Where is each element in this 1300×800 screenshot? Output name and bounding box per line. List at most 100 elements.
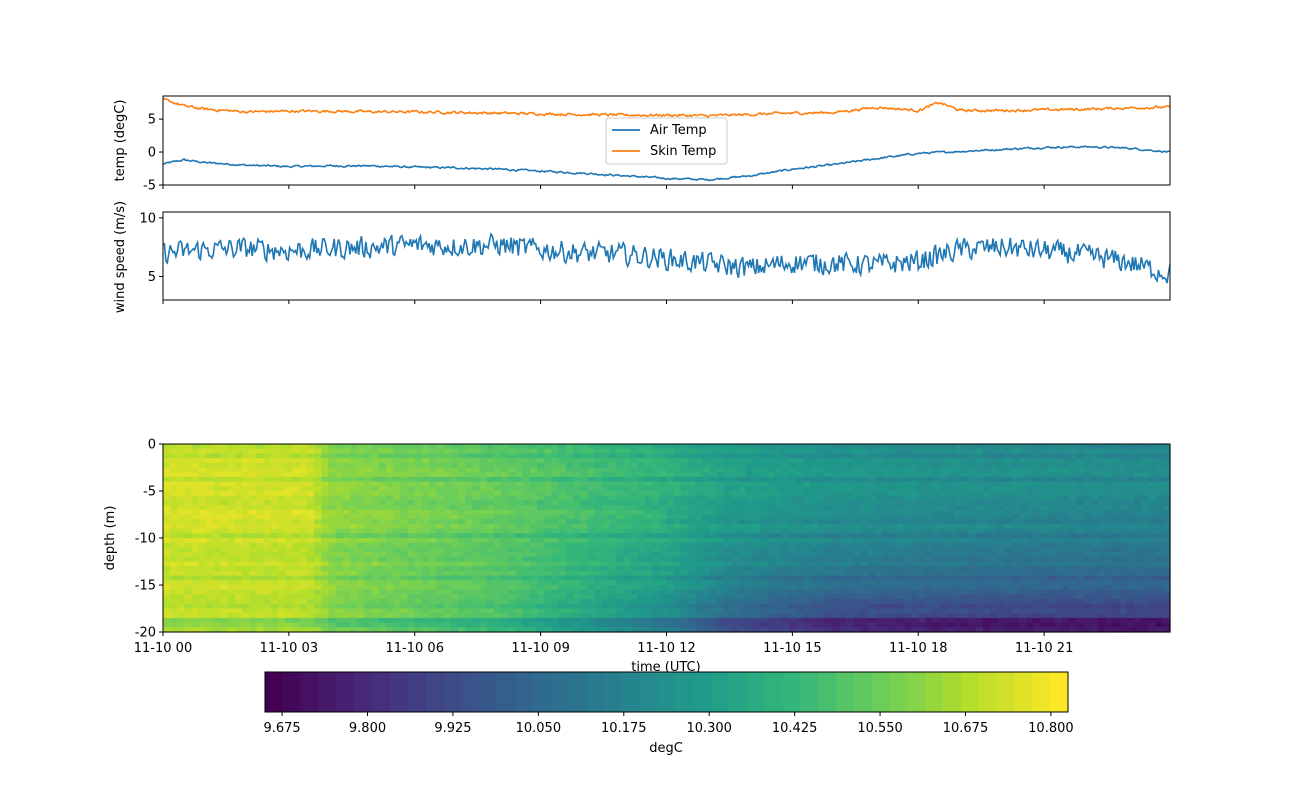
heatmap-cell	[803, 617, 811, 624]
heatmap-cell	[457, 542, 466, 548]
heatmap-cell	[357, 453, 365, 459]
heatmap-cell	[1004, 575, 1013, 581]
heatmap-cell	[889, 528, 898, 534]
heatmap-cell	[170, 491, 178, 497]
heatmap-cell	[558, 538, 567, 544]
heatmap-cell	[810, 538, 819, 544]
heatmap-cell	[551, 547, 560, 553]
heatmap-cell	[623, 585, 632, 591]
heatmap-cell	[234, 514, 243, 520]
heatmap-cell	[206, 453, 214, 459]
heatmap-cell	[558, 608, 567, 614]
heatmap-cell	[227, 486, 236, 492]
heatmap-cell	[637, 617, 646, 624]
heatmap-cell	[537, 575, 545, 581]
heatmap-cell	[680, 448, 689, 454]
heatmap-cell	[414, 589, 423, 595]
heatmap-cell	[760, 500, 768, 506]
heatmap-cell	[198, 552, 207, 558]
heatmap-cell	[1047, 575, 1056, 581]
heatmap-cell	[644, 556, 653, 563]
heatmap-cell	[680, 617, 689, 624]
heatmap-cell	[817, 561, 826, 567]
heatmap-cell	[335, 505, 344, 511]
heatmap-cell	[889, 533, 898, 539]
heatmap-cell	[270, 613, 279, 619]
heatmap-cell	[580, 585, 588, 591]
heatmap-cell	[429, 476, 437, 483]
heatmap-cell	[587, 472, 596, 478]
heatmap-cell	[378, 448, 387, 454]
heatmap-cell	[551, 617, 560, 624]
heatmap-cell	[1011, 561, 1020, 567]
heatmap-cell	[170, 528, 178, 534]
heatmap-cell	[270, 538, 279, 544]
heatmap-cell	[421, 491, 430, 497]
heatmap-cell	[623, 599, 632, 605]
heatmap-cell	[263, 538, 272, 544]
heatmap-cell	[939, 566, 948, 572]
heatmap-cell	[918, 514, 927, 520]
heatmap-cell	[385, 538, 394, 544]
heatmap-cell	[393, 589, 401, 595]
heatmap-cell	[414, 500, 423, 506]
heatmap-cell	[774, 617, 783, 624]
heatmap-cell	[457, 556, 466, 563]
heatmap-cell	[637, 622, 646, 628]
heatmap-cell	[709, 476, 718, 483]
heatmap-cell	[493, 622, 502, 628]
heatmap-cell	[436, 613, 445, 619]
heatmap-cell	[990, 589, 998, 595]
heatmap-cell	[436, 575, 445, 581]
heatmap-cell	[731, 509, 740, 516]
heatmap-cell	[601, 608, 610, 614]
heatmap-cell	[565, 589, 574, 595]
heatmap-cell	[580, 444, 588, 450]
heatmap-cell	[724, 613, 732, 619]
heatmap-cell	[860, 552, 869, 558]
heatmap-cell	[342, 570, 351, 577]
heatmap-cell	[515, 608, 524, 614]
heatmap-cell	[594, 556, 603, 563]
heatmap-cell	[1011, 542, 1020, 548]
heatmap-cell	[594, 444, 603, 450]
heatmap-cell	[594, 580, 603, 586]
heatmap-cell	[371, 486, 380, 492]
heatmap-cell	[788, 575, 797, 581]
heatmap-cell	[184, 617, 193, 624]
heatmap-cell	[400, 622, 409, 628]
heatmap-cell	[472, 505, 481, 511]
heatmap-cell	[378, 533, 387, 539]
heatmap-cell	[479, 603, 488, 610]
heatmap-cell	[731, 467, 740, 473]
heatmap-cell	[429, 589, 437, 595]
heatmap-cell	[321, 462, 330, 469]
heatmap-cell	[860, 575, 869, 581]
heatmap-cell	[1040, 523, 1049, 530]
heatmap-cell	[990, 585, 998, 591]
heatmap-cell	[515, 523, 524, 530]
heatmap-cell	[558, 533, 567, 539]
heatmap-cell	[270, 627, 279, 633]
heatmap-cell	[673, 608, 682, 614]
heatmap-cell	[479, 523, 488, 530]
heatmap-cell	[177, 547, 186, 553]
heatmap-cell	[623, 533, 632, 539]
heatmap-cell	[177, 519, 186, 525]
heatmap-cell	[716, 509, 725, 516]
heatmap-cell	[350, 542, 358, 548]
heatmap-cell	[335, 617, 344, 624]
heatmap-cell	[429, 495, 437, 501]
heatmap-cell	[421, 608, 430, 614]
heatmap-cell	[652, 533, 660, 539]
heatmap-cell	[724, 570, 732, 577]
heatmap-cell	[688, 444, 696, 450]
heatmap-cell	[867, 613, 876, 619]
heatmap-cell	[249, 462, 258, 469]
heatmap-cell	[501, 491, 509, 497]
heatmap-cell	[1040, 509, 1049, 516]
heatmap-cell	[587, 570, 596, 577]
heatmap-cell	[760, 542, 768, 548]
heatmap-cell	[357, 580, 365, 586]
heatmap-cell	[306, 617, 315, 624]
